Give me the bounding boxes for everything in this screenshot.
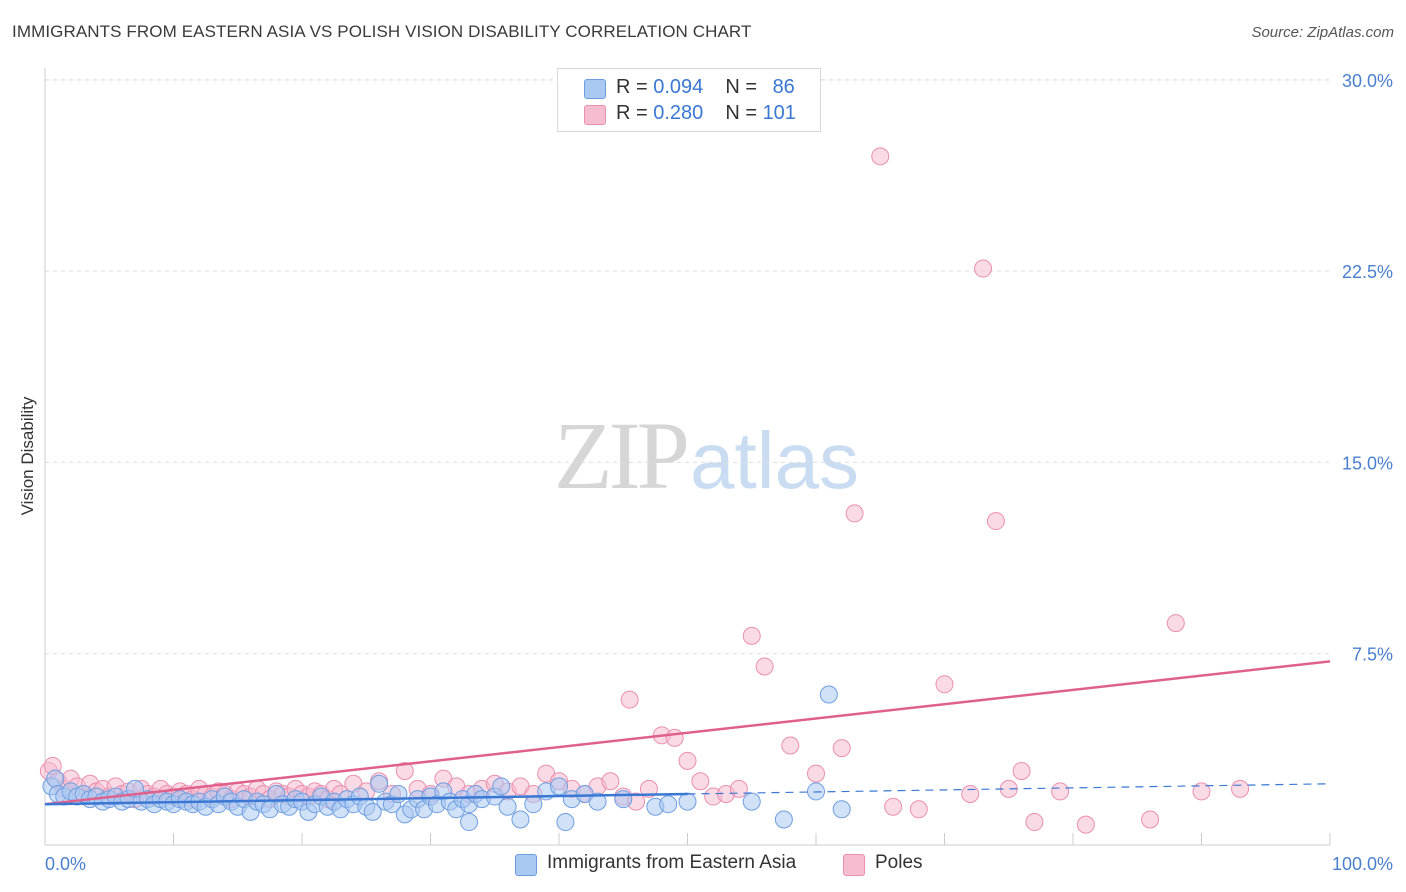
eastern-asia-point [742,792,761,811]
eastern-asia-point [524,795,543,814]
eastern-asia-point [370,774,389,793]
bottom-legend-swatch-eastern-asia [515,854,537,876]
y-tick-label: 7.5% [1352,645,1393,665]
eastern-asia-trend-extension [687,783,1331,795]
eastern-asia-trend-line [44,792,688,806]
legend-text-eastern-asia: R = 0.094 N = 86 [616,76,795,99]
eastern-asia-point [614,790,633,809]
poles-point [1231,779,1250,798]
poles-trend-line [44,660,1331,806]
poles-point [1166,614,1185,633]
eastern-asia-point [659,795,678,814]
poles-point [691,772,710,791]
poles-point [1012,762,1031,781]
poles-point [1141,810,1160,829]
poles-point [601,772,620,791]
legend-n-value: 101 [762,102,796,124]
legend-n-value: 86 [772,76,795,98]
eastern-asia-point [550,777,568,796]
eastern-asia-point [492,777,511,796]
y-tick-label: 15.0% [1342,453,1393,473]
x-tick-label: 100.0% [1332,854,1393,874]
poles-point [729,779,748,798]
eastern-asia-point [832,800,851,819]
eastern-asia-point [389,784,408,803]
eastern-asia-point [774,810,793,829]
poles-point [986,512,1005,531]
eastern-asia-point [588,792,607,811]
poles-point [1051,782,1070,801]
eastern-asia-point [556,813,575,832]
watermark: ZIPatlas [554,400,859,511]
eastern-asia-point [511,810,530,829]
poles-point [832,739,851,758]
y-tick-label: 30.0% [1342,71,1393,91]
source-label: Source: ZipAtlas.com [1251,24,1394,41]
legend-n-label: N = [725,76,763,98]
poles-point [871,147,890,166]
x-tick-label: 0.0% [45,854,86,874]
poles-point [909,800,928,819]
poles-point [755,657,774,676]
poles-point [1076,815,1095,834]
correlation-legend: R = 0.094 N = 86 R = 0.280 N = 101 [557,68,821,132]
poles-point [620,690,639,709]
poles-point [807,764,825,783]
legend-r-value: 0.094 [653,76,704,98]
poles-point [884,797,903,816]
legend-text-poles: R = 0.280 N = 101 [616,102,796,125]
poles-point [1025,813,1044,832]
bottom-legend-label-eastern-asia: Immigrants from Eastern Asia [547,852,797,873]
poles-point [665,728,684,747]
eastern-asia-point [460,813,479,832]
bottom-legend-label-poles: Poles [875,852,923,873]
poles-point [639,779,658,798]
poles-point [395,762,414,781]
eastern-asia-point [46,769,65,788]
eastern-asia-point [498,797,517,816]
legend-r-value: 0.280 [653,102,704,124]
legend-swatch-poles [584,105,606,125]
watermark-zip: ZIP [554,402,690,509]
watermark-atlas: atlas [690,416,859,505]
legend-r-label: R = [616,102,654,124]
eastern-asia-point [678,792,697,811]
legend-r-label: R = [616,76,654,98]
legend-n-label: N = [725,102,763,124]
poles-point [678,751,697,770]
poles-point [974,259,993,278]
eastern-asia-point [819,685,838,704]
poles-point [961,784,980,803]
poles-point [781,736,800,755]
poles-point [935,675,954,694]
legend-swatch-eastern-asia [584,79,606,99]
poles-point [845,504,864,523]
poles-point [742,626,761,645]
poles-point [1192,782,1211,801]
bottom-legend-swatch-poles [843,854,865,876]
chart-title: IMMIGRANTS FROM EASTERN ASIA VS POLISH V… [12,22,752,41]
y-tick-label: 22.5% [1342,262,1393,282]
eastern-asia-point [363,802,382,821]
